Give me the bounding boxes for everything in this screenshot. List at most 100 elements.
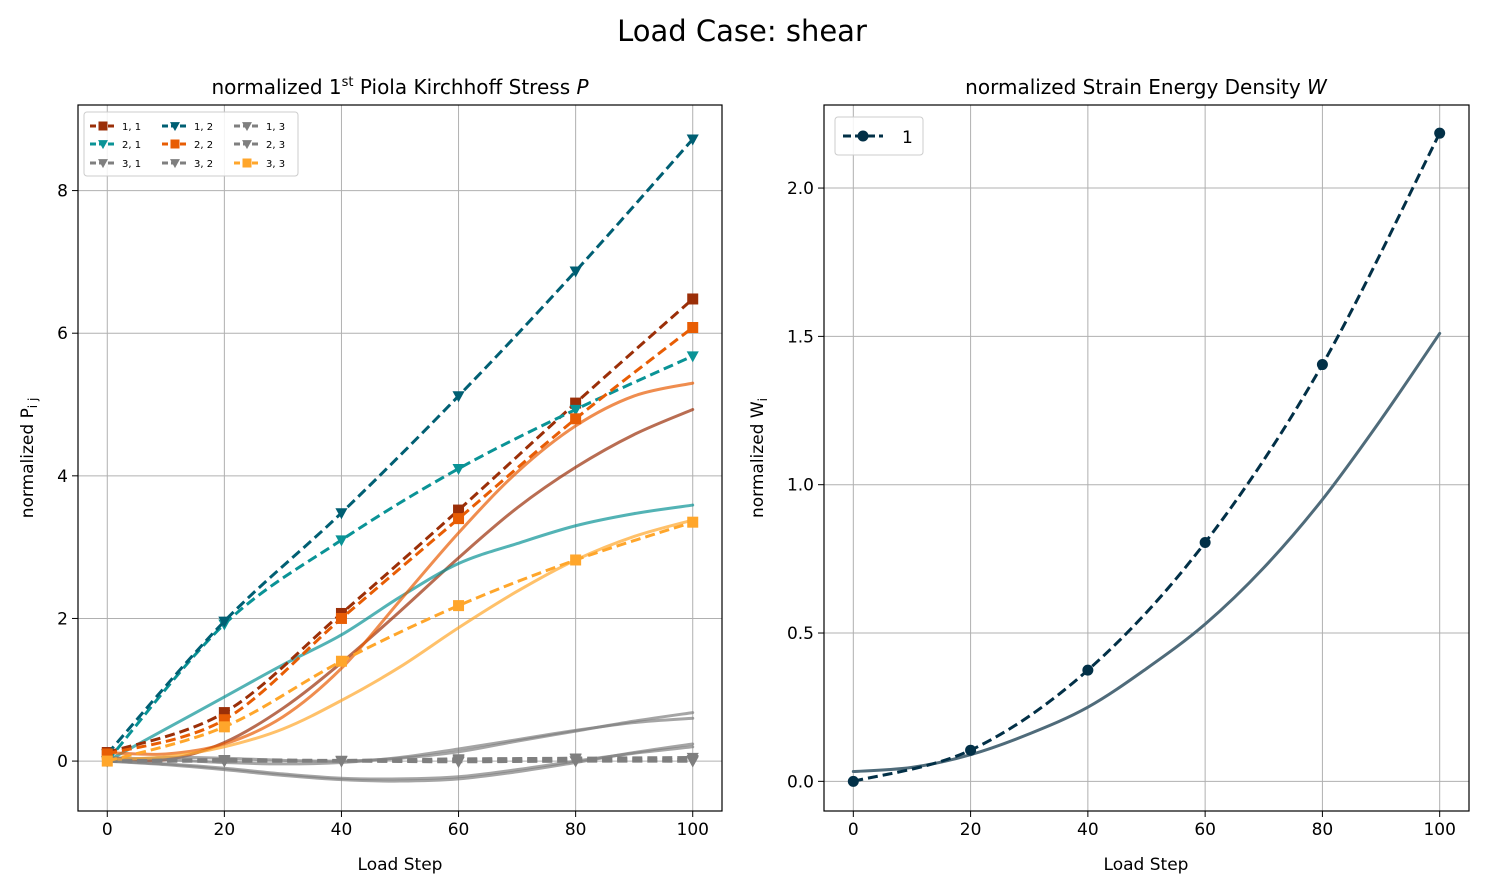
legend-marker <box>98 159 108 169</box>
legend-marker <box>98 140 108 150</box>
data-point <box>218 707 230 719</box>
legend-label: 2, 1 <box>122 140 141 151</box>
data-point <box>218 754 231 766</box>
y-tick-label: 4 <box>57 467 68 487</box>
legend-label: 1, 1 <box>122 122 141 133</box>
data-point <box>452 464 465 476</box>
energy-panel: normalized Strain Energy Density W Load … <box>748 75 1470 875</box>
x-tick-label: 100 <box>677 820 709 840</box>
data-point <box>335 535 348 547</box>
x-tick-label: 100 <box>1423 820 1455 840</box>
data-curve-2-3 <box>107 757 693 763</box>
legend-label: 2, 3 <box>266 140 285 151</box>
data-point <box>687 321 699 333</box>
x-tick-label: 20 <box>214 820 236 840</box>
data-curve-1-2 <box>106 138 694 755</box>
stress-ylabel-text: normalized P <box>18 408 38 518</box>
data-curve-2-1 <box>106 354 694 763</box>
energy-panel-title: normalized Strain Energy Density W <box>965 75 1328 99</box>
data-point <box>570 397 582 409</box>
fit-curve-1 <box>851 331 1442 774</box>
data-curve-1-1 <box>106 297 694 754</box>
y-tick-label: 6 <box>57 324 68 344</box>
stress-panel: normalized 1st Piola Kirchhoff Stress P … <box>18 75 723 875</box>
energy-legend: 1 <box>834 116 924 156</box>
stress-ylabel-sub: i j <box>26 398 40 408</box>
legend-label: 2, 2 <box>194 140 213 151</box>
fit-curve-2-1 <box>105 503 695 763</box>
data-point <box>452 754 465 766</box>
data-point <box>453 600 465 612</box>
data-point <box>569 404 582 416</box>
stress-title-rest: Piola Kirchhoff Stress <box>354 75 577 99</box>
energy-xlabel: Load Step <box>1104 855 1189 875</box>
data-curve-1 <box>852 132 1442 783</box>
data-point <box>569 754 582 766</box>
x-tick-label: 60 <box>448 820 470 840</box>
data-point <box>1434 127 1446 139</box>
stress-grid <box>78 105 722 811</box>
data-point <box>335 655 347 667</box>
x-tick-label: 40 <box>1077 820 1099 840</box>
energy-title-text: normalized Strain Energy Density <box>965 75 1307 99</box>
energy-title-symbol: W <box>1307 75 1328 99</box>
legend-label: 3, 2 <box>194 159 213 170</box>
x-tick-label: 80 <box>1312 820 1334 840</box>
legend-label: 1, 2 <box>194 122 213 133</box>
data-point <box>335 508 348 520</box>
legend-marker <box>170 159 180 169</box>
y-tick-label: 1.0 <box>787 476 814 496</box>
data-point <box>686 134 699 146</box>
x-tick-label: 0 <box>102 820 113 840</box>
y-tick-label: 2 <box>57 609 68 629</box>
fit-curve-1-1 <box>105 408 695 762</box>
legend-marker <box>242 140 252 150</box>
stress-ylabel: normalized Pi j <box>18 398 40 519</box>
data-point <box>570 554 582 566</box>
energy-axes-frame <box>823 104 1470 812</box>
legend-marker <box>98 121 108 131</box>
data-point <box>1316 359 1328 371</box>
y-tick-label: 0.0 <box>787 772 814 792</box>
data-point <box>570 413 582 425</box>
stress-plot-area <box>101 134 699 783</box>
energy-ylabel-text: normalized W <box>748 401 768 518</box>
energy-ylabel: normalized Wi <box>748 398 770 518</box>
stress-title-text: normalized 1 <box>211 75 341 99</box>
stress-ticks: 0 20 40 60 80 100 0 2 4 6 8 <box>57 182 709 840</box>
data-curve-3-3 <box>106 520 694 763</box>
legend-label: 3, 3 <box>266 159 285 170</box>
data-point <box>335 756 348 768</box>
legend-label: 1 <box>902 128 913 148</box>
y-tick-label: 2.0 <box>787 179 814 199</box>
legend-marker <box>242 122 252 132</box>
energy-ylabel-sub: i <box>756 398 770 401</box>
data-point <box>218 714 230 726</box>
data-point <box>687 293 699 305</box>
figure-suptitle: Load Case: shear <box>617 14 867 48</box>
data-point <box>686 754 699 766</box>
x-tick-label: 20 <box>960 820 982 840</box>
fit-curve-3-3 <box>105 518 695 762</box>
data-point <box>1199 537 1211 549</box>
data-point <box>218 616 231 628</box>
legend-marker <box>242 158 252 168</box>
fit-curve-2-2 <box>105 381 695 756</box>
stress-panel-title: normalized 1st Piola Kirchhoff Stress P <box>211 75 589 99</box>
data-point <box>687 516 699 528</box>
data-point <box>453 504 465 516</box>
stress-legend: 1, 1 2, 1 3, 1 1, 2 2, 2 3, 2 1, 3 2, 3 3, 3 <box>83 111 299 177</box>
data-point <box>453 513 465 525</box>
data-point <box>965 744 977 756</box>
legend-label: 3, 1 <box>122 159 141 170</box>
x-tick-label: 0 <box>848 820 859 840</box>
energy-grid <box>824 105 1469 811</box>
y-tick-label: 0 <box>57 752 68 772</box>
data-point <box>1082 664 1094 676</box>
data-point <box>335 612 347 624</box>
data-point <box>686 351 699 363</box>
legend-marker <box>170 139 180 149</box>
y-tick-label: 0.5 <box>787 624 814 644</box>
data-curve-2-2 <box>106 326 694 756</box>
